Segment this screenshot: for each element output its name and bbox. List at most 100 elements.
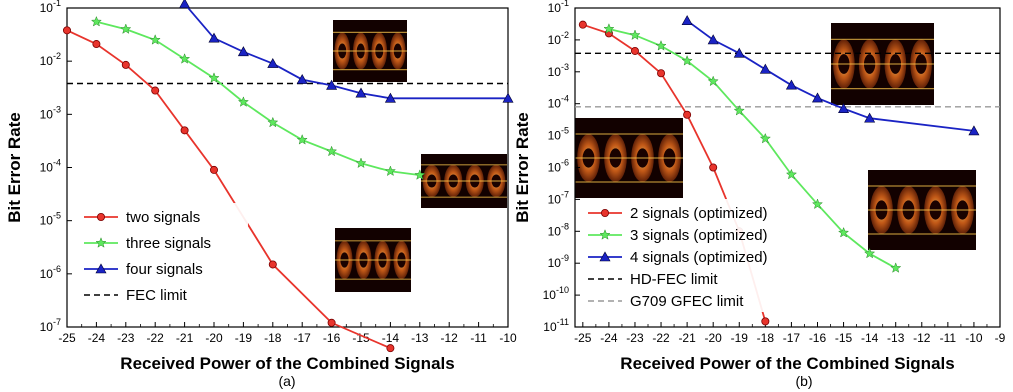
panel-a: -25 -24 -23 -22 -21 -20 -19 -18 -17 -16 -15 -14 -13-… — [5, 0, 517, 389]
x-tick-label: -18 — [757, 331, 775, 345]
y-tick-label: 10-11 — [543, 317, 569, 334]
legend-marker — [601, 208, 610, 217]
eye-diagram-two-signals — [575, 118, 683, 198]
y-axis-title: Bit Error Rate — [5, 112, 24, 223]
legend-label: 3 signals (optimized) — [630, 227, 768, 244]
data-point-series-0 — [709, 163, 718, 172]
y-tick-label: 10-1 — [548, 0, 569, 15]
x-tick-label: -21 — [176, 331, 194, 345]
x-tick-label: -25 — [574, 331, 592, 345]
legend-label: G709 GFEC limit — [630, 293, 744, 310]
y-tick-label: 10-4 — [548, 94, 569, 111]
data-point-series-1 — [785, 168, 798, 180]
x-tick-label: -12 — [441, 331, 459, 345]
panel-label: (b) — [795, 373, 812, 389]
data-point-series-2 — [384, 92, 396, 103]
legend: two signals three signals four signals FEC … — [78, 203, 248, 315]
data-point-series-1 — [355, 157, 367, 169]
legend-label: HD-FEC limit — [630, 271, 718, 288]
eye-diagram-four-signals — [333, 20, 407, 82]
x-tick-label: -17 — [783, 331, 801, 345]
x-tick-label: -13 — [887, 331, 905, 345]
data-point-series-1 — [208, 72, 220, 83]
data-point-series-1 — [890, 262, 902, 273]
data-point-series-2 — [179, 0, 191, 9]
legend-marker — [95, 237, 107, 248]
data-point-series-1 — [384, 165, 396, 177]
x-tick-label: -19 — [235, 331, 253, 345]
data-point-series-0 — [657, 69, 666, 78]
data-point-series-1 — [707, 75, 719, 87]
legend-label: four signals — [126, 261, 203, 278]
data-point-series-1 — [681, 54, 693, 66]
data-point-series-2 — [267, 57, 279, 68]
legend-label: three signals — [126, 235, 211, 252]
y-tick-label: 10-6 — [548, 158, 569, 175]
y-tick-label: 10-9 — [548, 253, 569, 270]
data-point-series-1 — [267, 116, 279, 128]
x-tick-label: -11 — [940, 331, 957, 345]
data-point-series-2 — [864, 112, 876, 123]
data-point-series-2 — [707, 34, 719, 45]
data-point-series-2 — [968, 125, 980, 136]
x-tick-label: -16 — [809, 331, 827, 345]
data-point-series-0 — [209, 165, 218, 174]
x-tick-label: -23 — [626, 331, 644, 345]
panel-label: (a) — [278, 373, 295, 389]
x-tick-label: -21 — [678, 331, 696, 345]
legend-label: 2 signals (optimized) — [630, 205, 768, 222]
eye-diagram-four-signals — [831, 23, 934, 105]
x-tick-label: -13 — [411, 331, 429, 345]
y-tick-label: 10-6 — [40, 264, 61, 281]
data-point-series-2 — [811, 92, 823, 103]
legend-marker — [599, 229, 611, 240]
y-tick-label: 10-3 — [40, 104, 61, 121]
legend-label: FEC limit — [126, 287, 188, 304]
legend-marker — [97, 212, 106, 221]
x-tick-label: -19 — [731, 331, 749, 345]
data-point-series-1 — [759, 132, 771, 144]
data-point-series-0 — [268, 260, 277, 269]
y-tick-label: 10-2 — [40, 51, 61, 68]
data-point-series-1 — [811, 198, 824, 210]
x-tick-label: -10 — [965, 331, 983, 345]
x-tick-label: -12 — [913, 331, 931, 345]
x-tick-label: -16 — [323, 331, 341, 345]
data-point-series-0 — [121, 60, 130, 69]
data-point-series-0 — [761, 317, 770, 326]
x-tick-label: -14 — [382, 331, 400, 345]
y-tick-label: 10-5 — [548, 126, 569, 143]
x-tick-label: -15 — [835, 331, 853, 345]
data-point-series-2 — [733, 47, 745, 58]
x-tick-label: -17 — [294, 331, 312, 345]
data-point-series-2 — [237, 46, 249, 57]
x-tick-label: -25 — [58, 331, 76, 345]
x-tick-label: -20 — [205, 331, 223, 345]
y-tick-label: 10-1 — [40, 0, 61, 15]
data-point-series-1 — [179, 53, 191, 64]
legend-marker — [95, 263, 107, 274]
x-tick-label: -23 — [117, 331, 135, 345]
data-point-series-1 — [237, 96, 249, 107]
eye-diagram-three-signals — [868, 170, 976, 250]
x-axis-title: Received Power of the Combined Signals — [120, 354, 454, 373]
data-point-series-0 — [180, 126, 189, 135]
data-point-series-2 — [296, 73, 308, 84]
data-point-series-0 — [386, 344, 395, 353]
data-point-series-0 — [63, 26, 72, 35]
data-point-series-1 — [733, 104, 745, 116]
data-point-series-1 — [864, 247, 876, 259]
data-point-series-0 — [630, 46, 639, 55]
eye-diagram-three-signals — [421, 154, 507, 208]
y-tick-label: 10-2 — [548, 30, 569, 47]
x-tick-label: -22 — [147, 331, 165, 345]
data-point-series-1 — [326, 145, 338, 157]
legend-label: 4 signals (optimized) — [630, 249, 768, 266]
data-point-series-2 — [681, 15, 693, 25]
x-axis-title: Received Power of the Combined Signals — [620, 354, 954, 373]
x-tick-label: -14 — [861, 331, 879, 345]
x-tick-label: -9 — [995, 331, 1006, 345]
data-point-series-0 — [151, 86, 160, 95]
y-tick-label: 10-5 — [40, 211, 61, 228]
y-tick-label: 10-7 — [40, 317, 61, 334]
